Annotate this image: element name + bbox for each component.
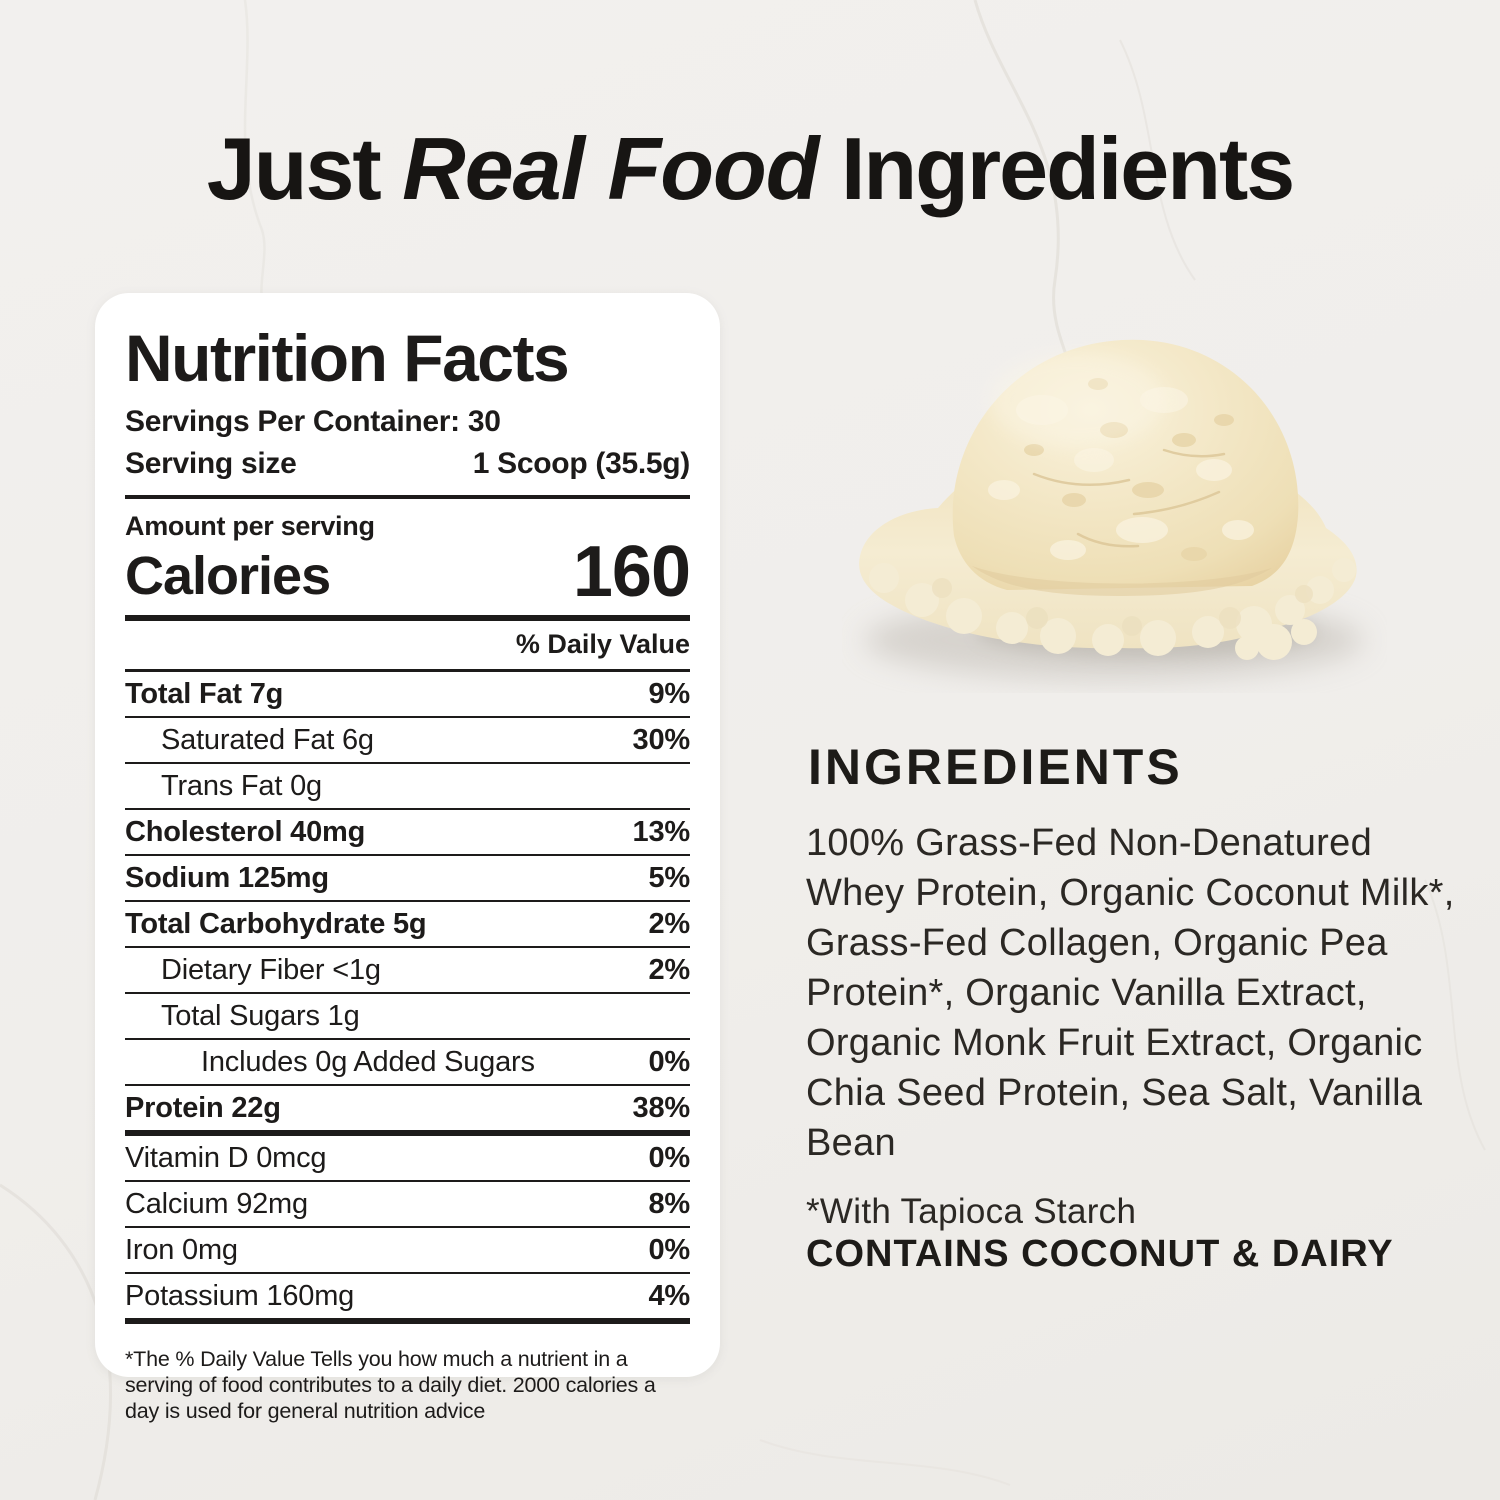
nutrition-row-value: 30%: [632, 723, 691, 756]
nutrition-row-value: 4%: [648, 1279, 690, 1312]
nutrition-row: Trans Fat 0g: [125, 764, 690, 810]
nutrition-row-label: Total Fat 7g: [125, 677, 284, 710]
serving-size-row: Serving size 1 Scoop (35.5g): [125, 447, 690, 481]
page-title-emphasis: Real Food: [402, 119, 819, 218]
nutrition-row-label: Protein 22g: [125, 1091, 281, 1124]
daily-value-header: % Daily Value: [125, 621, 690, 672]
nutrition-row-value: 5%: [648, 861, 690, 894]
amount-per-serving-label: Amount per serving: [125, 511, 375, 542]
nutrition-row-value: 0%: [648, 1045, 690, 1078]
nutrition-row-label: Includes 0g Added Sugars: [201, 1045, 535, 1078]
serving-size-value: 1 Scoop (35.5g): [472, 447, 691, 481]
nutrition-row: Total Sugars 1g: [125, 994, 690, 1040]
nutrition-row: Sodium 125mg 5%: [125, 856, 690, 902]
nutrition-facts-card: Nutrition Facts Servings Per Container: …: [95, 293, 720, 1423]
nutrition-row-value: 38%: [632, 1091, 691, 1124]
nutrition-row-label: Sodium 125mg: [125, 861, 329, 894]
divider: [125, 495, 690, 500]
nutrition-row-label: Total Sugars 1g: [161, 999, 360, 1032]
nutrition-row: Cholesterol 40mg 13%: [125, 810, 690, 856]
allergen-statement: CONTAINS COCONUT & DAIRY: [806, 1233, 1394, 1275]
page-title: Just Real Food Ingredients: [0, 118, 1500, 220]
page-title-suffix: Ingredients: [818, 119, 1295, 218]
nutrition-table: Total Fat 7g 9% Saturated Fat 6g 30% Tra…: [125, 672, 690, 1324]
nutrition-row-value: 2%: [648, 907, 690, 940]
tapioca-starch-note: *With Tapioca Starch: [806, 1192, 1137, 1231]
ingredients-list: 100% Grass-Fed Non-Denatured Whey Protei…: [806, 822, 1455, 1164]
nutrition-row-value: 2%: [648, 953, 690, 986]
nutrition-row-label: Calcium 92mg: [125, 1187, 308, 1220]
nutrition-row: Iron 0mg 0%: [125, 1228, 690, 1274]
nutrition-row: Total Carbohydrate 5g 2%: [125, 902, 690, 948]
nutrition-row-value: 9%: [648, 677, 690, 710]
serving-size-label: Serving size: [125, 447, 297, 481]
nutrition-row-label: Trans Fat 0g: [161, 769, 322, 802]
ingredients-heading: INGREDIENTS: [808, 739, 1183, 795]
nutrition-row-label: Iron 0mg: [125, 1233, 238, 1266]
nutrition-row-label: Total Carbohydrate 5g: [125, 907, 427, 940]
nutrition-row: Vitamin D 0mcg 0%: [125, 1136, 690, 1182]
calories-value: 160: [572, 532, 691, 613]
daily-value-footnote: *The % Daily Value Tells you how much a …: [125, 1346, 656, 1424]
page-title-prefix: Just: [206, 119, 403, 218]
ice-cream-scoop-image: [842, 288, 1387, 693]
nutrition-facts-title: Nutrition Facts: [125, 321, 570, 395]
nutrition-row-value: 8%: [648, 1187, 690, 1220]
nutrition-row-label: Cholesterol 40mg: [125, 815, 366, 848]
nutrition-row-label: Vitamin D 0mcg: [125, 1141, 327, 1174]
nutrition-row-label: Saturated Fat 6g: [161, 723, 374, 756]
nutrition-row: Saturated Fat 6g 30%: [125, 718, 690, 764]
nutrition-row: Dietary Fiber <1g 2%: [125, 948, 690, 994]
nutrition-row-label: Potassium 160mg: [125, 1279, 355, 1312]
nutrition-row-value: 13%: [632, 815, 691, 848]
nutrition-row: Includes 0g Added Sugars 0%: [125, 1040, 690, 1086]
calories-label: Calories: [125, 545, 331, 606]
nutrition-row-value: 0%: [648, 1141, 690, 1174]
nutrition-row: Potassium 160mg 4%: [125, 1274, 690, 1324]
nutrition-row: Protein 22g 38%: [125, 1086, 690, 1136]
nutrition-row: Calcium 92mg 8%: [125, 1182, 690, 1228]
divider: [125, 614, 690, 621]
nutrition-row: Total Fat 7g 9%: [125, 672, 690, 718]
nutrition-row-label: Dietary Fiber <1g: [161, 953, 381, 986]
nutrition-row-value: 0%: [648, 1233, 690, 1266]
servings-per-container: Servings Per Container: 30: [125, 405, 501, 439]
calories-row: Calories 160: [125, 532, 691, 613]
